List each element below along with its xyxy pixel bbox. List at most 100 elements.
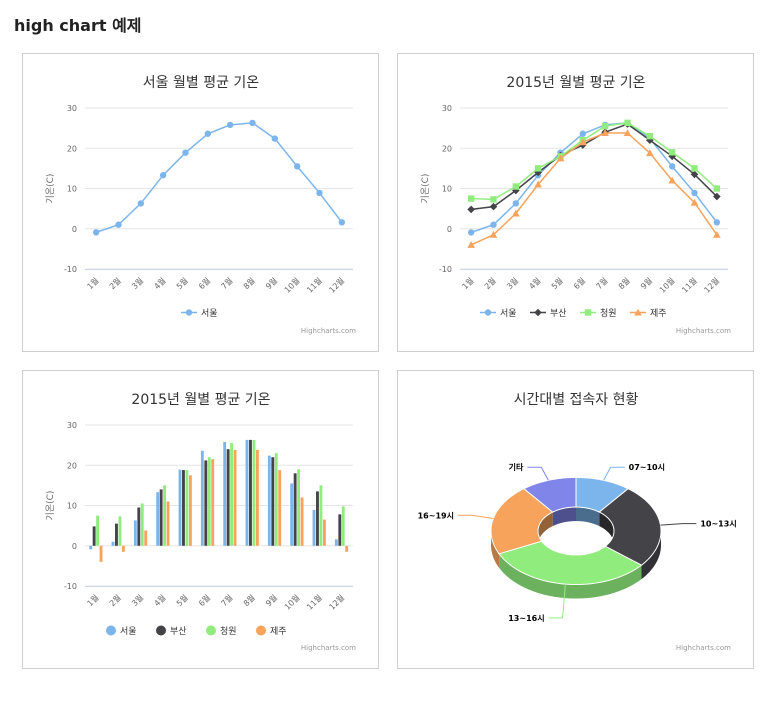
credits-label: Highcharts.com	[676, 644, 731, 652]
data-point-서울-11월	[316, 189, 323, 197]
legend-label-제주: 제주	[270, 626, 287, 637]
bar-청원-5월	[185, 470, 189, 546]
bar-서울-11월	[312, 509, 316, 546]
data-point-제주-7월	[601, 129, 609, 136]
data-point-서울-2월	[490, 221, 497, 228]
x-tick-label-9월: 9월	[263, 592, 279, 608]
x-tick-label-12월: 12월	[702, 275, 721, 294]
legend-symbol-제주	[634, 308, 642, 316]
bar-제주-11월	[322, 519, 326, 546]
x-tick-label-4월: 4월	[152, 592, 168, 608]
x-tick-label-9월: 9월	[263, 275, 279, 291]
data-point-제주-3월	[512, 209, 520, 217]
bar-제주-1월	[99, 545, 103, 562]
y-axis-title: 기온(C)	[420, 174, 431, 204]
data-point-청원-1월	[467, 195, 475, 202]
bar-서울-2월	[111, 541, 115, 546]
x-tick-label-3월: 3월	[129, 275, 145, 291]
data-point-서울-4월	[159, 172, 167, 179]
data-point-제주-6월	[579, 138, 587, 146]
data-point-제주-2월	[489, 230, 498, 238]
y-axis-title: 기온(C)	[45, 174, 56, 204]
series-line-부산	[471, 123, 718, 211]
y-tick-label-10: 10	[442, 185, 452, 194]
bar-부산-4월	[159, 489, 163, 546]
legend-label-청원: 청원	[220, 626, 237, 637]
bar-제주-8월	[255, 449, 259, 546]
legend-label-서울: 서울	[500, 308, 517, 319]
bar-부산-9월	[271, 457, 275, 546]
legend-symbol-서울	[106, 625, 116, 636]
data-point-제주-4월	[534, 180, 542, 188]
bar-청원-3월	[140, 503, 144, 546]
chart-panel-seoul-line: 서울 월별 평균 기온 -10 0 10 20 30 기온(C) 1월 2월 3월 4월 5월 6월 7월…	[22, 53, 379, 352]
data-point-청원-7월	[601, 122, 609, 130]
y-tick-label--10: -10	[64, 582, 77, 591]
bar-청원-6월	[207, 457, 211, 546]
data-point-제주-5월	[556, 154, 565, 162]
bar-서울-5월	[178, 469, 182, 546]
legend-label-서울: 서울	[120, 626, 137, 637]
chart-title: 시간대별 접속자 현황	[514, 392, 639, 408]
x-tick-label-10월: 10월	[657, 275, 676, 294]
chart-title: 서울 월별 평균 기온	[143, 75, 260, 91]
data-point-청원-4월	[534, 165, 542, 172]
y-tick-label-10: 10	[67, 185, 77, 194]
bar-서울-1월	[89, 545, 93, 550]
bar-제주-5월	[188, 475, 192, 546]
bar-부산-3월	[137, 507, 141, 546]
multi-city-bar-chart: 2015년 월별 평균 기온 -10 0 10 20 30 기온(C) 1월 2월 3월 4월 5월 6…	[45, 392, 356, 652]
y-tick-label-20: 20	[442, 144, 452, 153]
x-tick-label-4월: 4월	[527, 275, 543, 291]
x-tick-label-5월: 5월	[174, 275, 190, 291]
y-tick-label--10: -10	[64, 265, 77, 274]
bar-부산-2월	[115, 523, 118, 546]
data-point-청원-10월	[668, 149, 676, 156]
y-tick-label-0: 0	[447, 225, 452, 234]
slice-label-13-16시: 13~16시	[508, 614, 544, 623]
outer-wall-13-16시	[499, 553, 642, 599]
y-tick-label-10: 10	[67, 502, 77, 511]
connector-16-19시	[457, 514, 494, 519]
bar-제주-10월	[300, 497, 304, 546]
data-point-제주-11월	[690, 198, 699, 206]
x-tick-label-11월: 11월	[304, 275, 323, 294]
data-point-청원-9월	[646, 132, 654, 140]
multi-city-line-chart: 2015년 월별 평균 기온 -10 0 10 20 30 기온(C) 1월 2월 3월 4월 5월 6…	[420, 75, 731, 335]
x-tick-label-2월: 2월	[482, 275, 498, 291]
y-tick-label-0: 0	[72, 225, 77, 234]
data-point-서울-11월	[691, 189, 698, 197]
bar-서울-8월	[245, 439, 249, 546]
bar-제주-12월	[345, 545, 349, 552]
y-tick-label--10: -10	[439, 265, 452, 274]
bar-청원-1월	[96, 515, 100, 546]
bar-서울-3월	[133, 520, 137, 546]
data-point-서울-10월	[293, 163, 301, 170]
data-point-서울-1월	[467, 229, 475, 236]
y-tick-label-0: 0	[72, 542, 77, 551]
credits-label: Highcharts.com	[676, 327, 731, 335]
x-tick-label-11월: 11월	[679, 275, 698, 294]
x-tick-label-1월: 1월	[85, 592, 101, 608]
data-point-서울-12월	[338, 219, 346, 226]
x-tick-label-7월: 7월	[594, 275, 610, 291]
slice-label-16-19시: 16~19시	[418, 511, 454, 520]
series-line-서울	[470, 122, 718, 234]
data-point-청원-11월	[691, 165, 698, 172]
outer-wall-10-13시	[641, 531, 661, 580]
bar-서울-7월	[223, 441, 227, 546]
x-tick-label-4월: 4월	[152, 275, 168, 291]
x-tick-label-3월: 3월	[504, 275, 520, 291]
legend-symbol-제주	[256, 625, 266, 636]
data-point-부산-1월	[467, 205, 475, 214]
x-tick-label-8월: 8월	[241, 275, 257, 291]
data-point-서울-3월	[137, 200, 145, 207]
bar-제주-2월	[121, 545, 125, 552]
x-tick-label-11월: 11월	[304, 592, 323, 611]
data-point-서울-9월	[271, 135, 279, 142]
bar-청원-9월	[274, 453, 278, 546]
bar-청원-8월	[252, 439, 256, 546]
bar-부산-5월	[182, 470, 185, 546]
x-tick-label-6월: 6월	[196, 275, 212, 291]
inner-wall-b-16-19시	[538, 512, 553, 545]
